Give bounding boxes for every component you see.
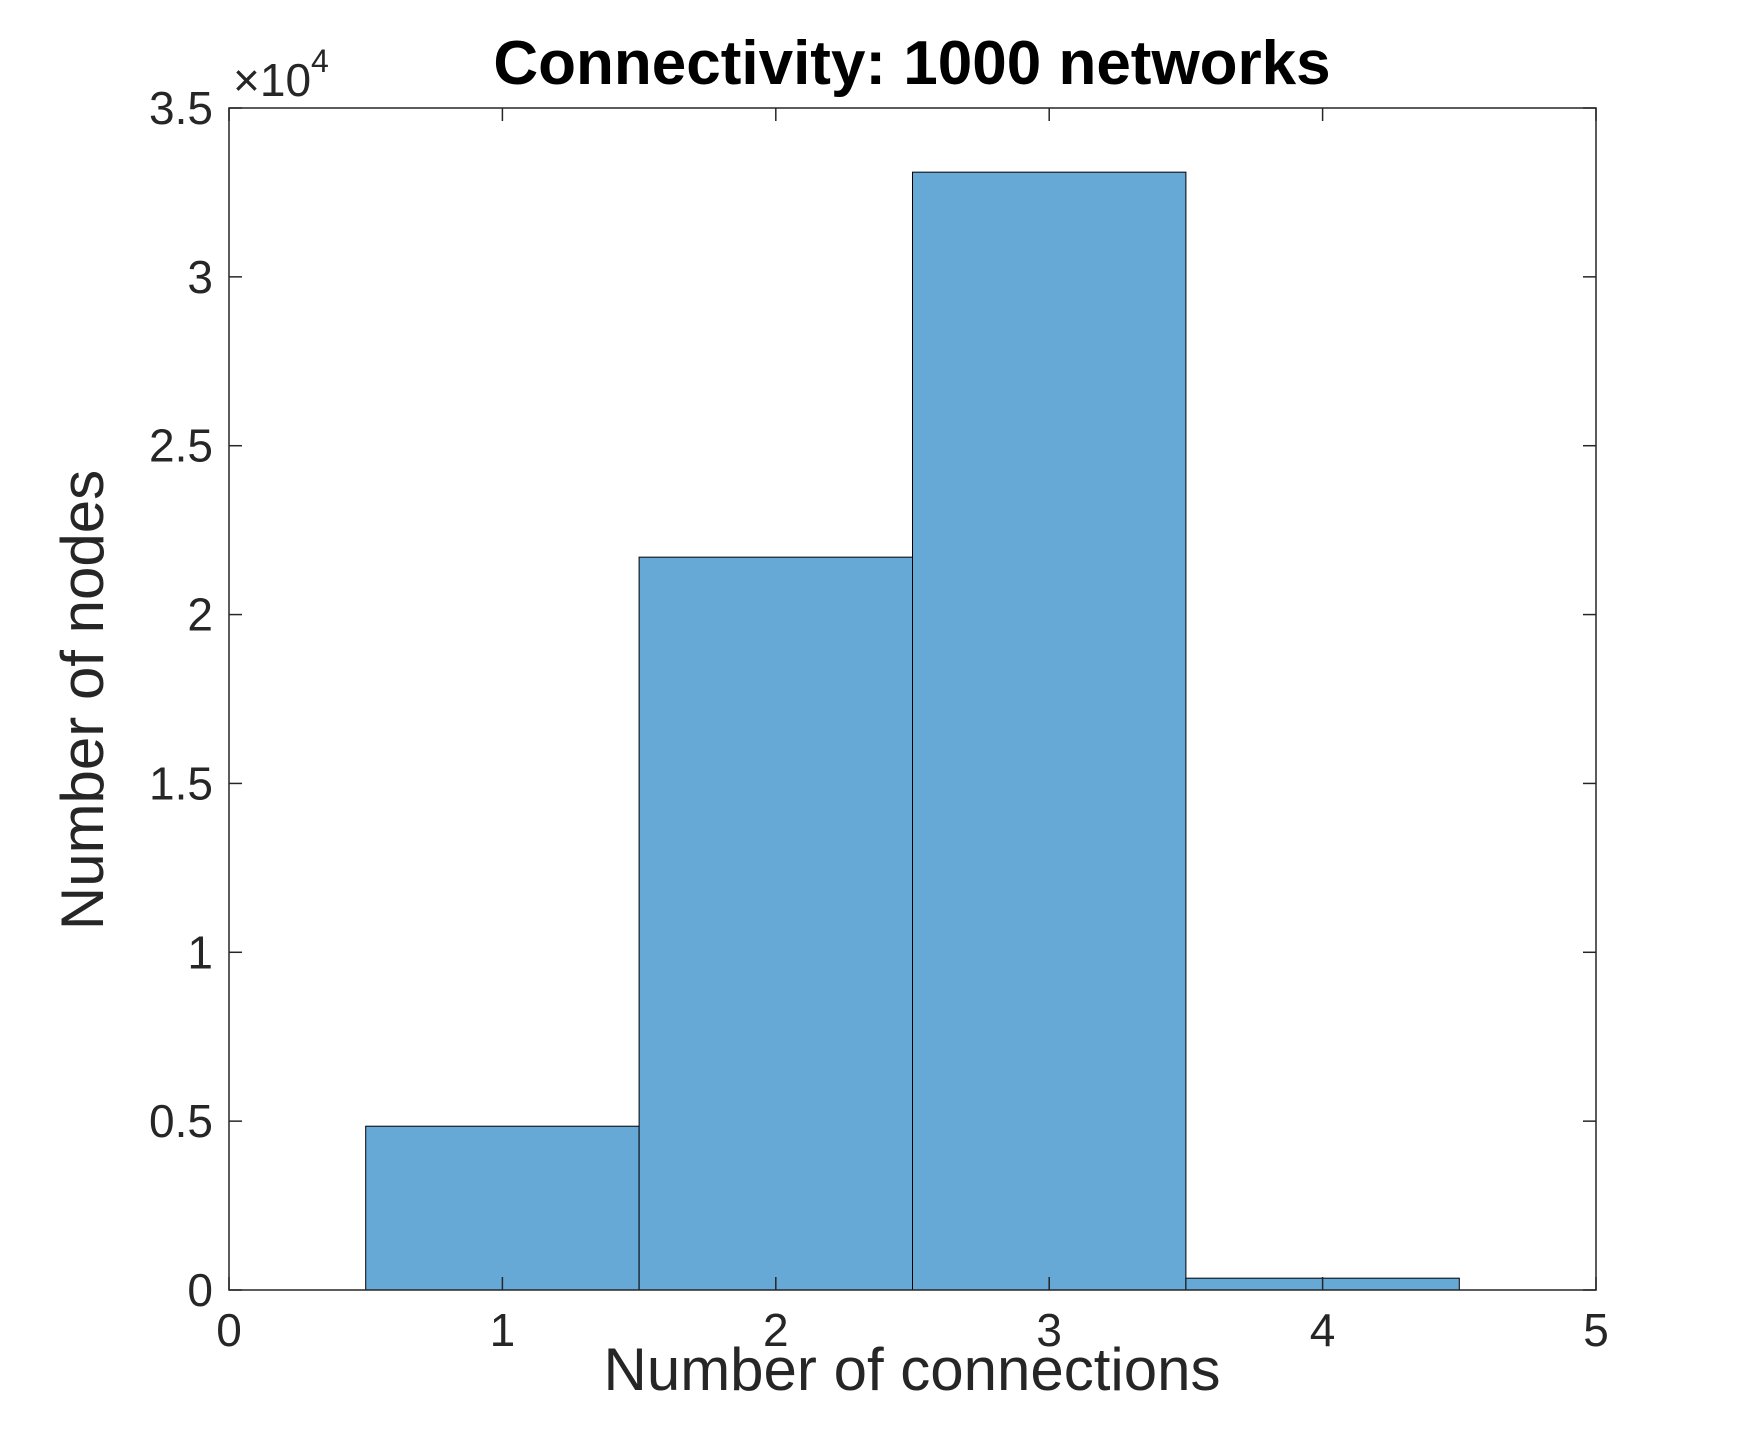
axes-box — [228, 107, 1597, 1291]
y-tick-label: 3.5 — [149, 82, 213, 134]
y-tick-label: 2 — [187, 589, 213, 641]
chart-title: Connectivity: 1000 networks — [493, 29, 1330, 98]
x-axis-label: Number of connections — [604, 1336, 1221, 1403]
x-tick-label: 0 — [216, 1304, 242, 1356]
y-axis-label: Number of nodes — [49, 470, 116, 930]
y-tick-label: 0.5 — [149, 1095, 213, 1147]
tick-labels-group: 0 1 2 3 4 5 0 0.5 1 1.5 2 2.5 3 3.5 — [149, 82, 1609, 1356]
histogram-bar — [365, 1125, 640, 1291]
y-exponent-power: 4 — [311, 43, 329, 79]
x-tick-label: 4 — [1310, 1304, 1336, 1356]
y-exponent-label: ×104 — [233, 43, 329, 106]
histogram-bar — [638, 556, 913, 1291]
y-tick-label: 1.5 — [149, 757, 213, 809]
y-tick-label: 0 — [187, 1264, 213, 1316]
x-tick-label: 2 — [763, 1304, 789, 1356]
y-tick-label: 1 — [187, 926, 213, 978]
x-tick-label: 3 — [1036, 1304, 1062, 1356]
x-tick-label: 1 — [490, 1304, 516, 1356]
x-tick-label: 5 — [1583, 1304, 1609, 1356]
bars-group — [365, 171, 1460, 1291]
y-tick-label: 3 — [187, 251, 213, 303]
histogram-bar — [912, 171, 1187, 1291]
y-exponent-multiplier: ×10 — [233, 54, 311, 106]
y-tick-label: 2.5 — [149, 420, 213, 472]
